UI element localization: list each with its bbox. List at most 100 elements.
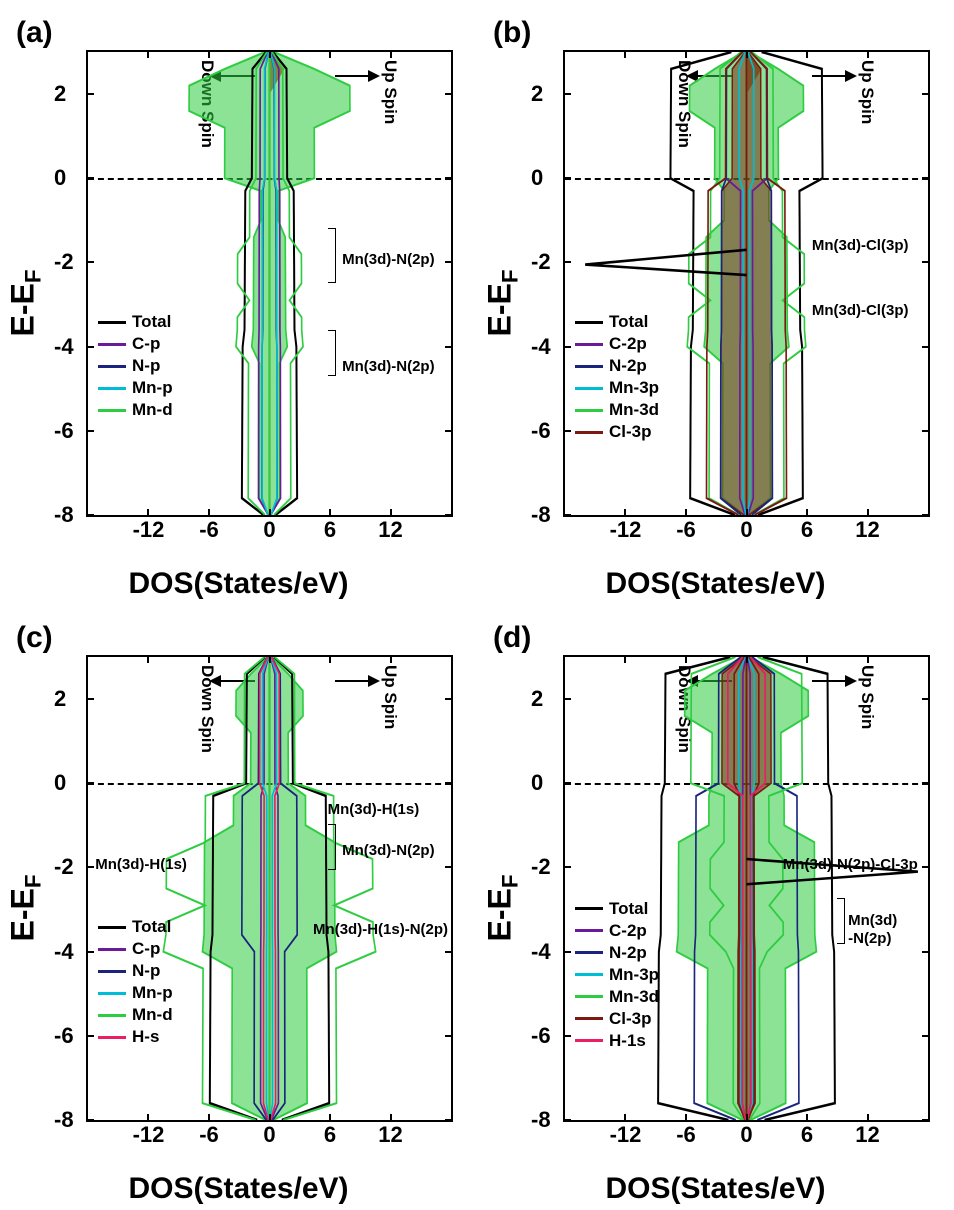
plot-area: Down SpinUp Spin-8-6-4-202-12-60612Total… (563, 50, 930, 517)
x-tick-label: 12 (855, 1122, 879, 1148)
legend-swatch (575, 321, 603, 324)
legend-label: Mn-d (132, 400, 173, 420)
y-axis-label: E-EF (481, 269, 523, 336)
legend-swatch (575, 431, 603, 434)
legend-swatch (98, 1036, 126, 1039)
panel-label: (c) (16, 621, 53, 655)
x-tick-label: 0 (740, 517, 752, 543)
annotation-label: Mn(3d)-N(2p) (342, 842, 434, 859)
y-tick-label: 0 (54, 165, 66, 191)
legend-item: Cl-3p (575, 421, 659, 443)
legend-swatch (98, 992, 126, 995)
annotation-label: Mn(3d) (848, 912, 897, 929)
legend-swatch (575, 343, 603, 346)
y-tick-label: -6 (531, 1023, 551, 1049)
x-tick-label: 0 (740, 1122, 752, 1148)
legend-swatch (98, 948, 126, 951)
y-tick-label: 0 (531, 165, 543, 191)
legend-swatch (575, 1017, 603, 1020)
y-axis-label: E-EF (4, 269, 46, 336)
annotation-label: -N(2p) (848, 930, 891, 947)
y-tick-label: -6 (531, 418, 551, 444)
legend-item: Total (98, 311, 173, 333)
annotation-label: Mn(3d)-N(2p)-Cl-3p (783, 856, 918, 873)
dos-traces (88, 657, 451, 1120)
legend-label: Mn-p (132, 983, 173, 1003)
legend-label: Cl-3p (609, 1009, 652, 1029)
y-tick-label: -6 (54, 1023, 74, 1049)
y-tick-label: -2 (531, 854, 551, 880)
x-tick-label: 6 (801, 1122, 813, 1148)
legend-item: C-2p (575, 333, 659, 355)
legend-swatch (575, 365, 603, 368)
legend-swatch (575, 387, 603, 390)
legend-label: Mn-d (132, 1005, 173, 1025)
annotation-label: Mn(3d)-N(2p) (342, 251, 434, 268)
legend-item: Total (98, 916, 173, 938)
legend-swatch (98, 409, 126, 412)
x-tick-label: 6 (324, 1122, 336, 1148)
legend-label: C-p (132, 939, 160, 959)
dos-traces (565, 52, 928, 515)
panel-label: (b) (493, 16, 531, 50)
x-tick-label: -12 (610, 1122, 642, 1148)
y-tick-label: -2 (54, 854, 74, 880)
y-axis-label: E-EF (4, 874, 46, 941)
legend-label: Cl-3p (609, 422, 652, 442)
legend-item: H-s (98, 1026, 173, 1048)
legend-item: H-1s (575, 1030, 659, 1052)
x-tick-label: -6 (676, 1122, 696, 1148)
annotation-label: Mn(3d)-Cl(3p) (812, 302, 909, 319)
legend-label: Mn-3p (609, 378, 659, 398)
annotation-label: Mn(3d)-Cl(3p) (812, 237, 909, 254)
legend-swatch (575, 929, 603, 932)
x-axis-label: DOS(States/eV) (128, 1172, 348, 1206)
legend-item: Mn-3p (575, 964, 659, 986)
legend: TotalC-pN-pMn-pMn-d (98, 311, 173, 421)
figure-grid: (a) E-EF DOS(States/eV) Down SpinUp Spin-8-… (0, 0, 954, 1210)
legend-item: N-2p (575, 355, 659, 377)
legend-swatch (98, 343, 126, 346)
legend-label: Mn-p (132, 378, 173, 398)
y-tick-label: -2 (54, 249, 74, 275)
x-tick-label: -6 (199, 517, 219, 543)
y-tick-label: -4 (531, 939, 551, 965)
y-tick-label: -2 (531, 249, 551, 275)
legend-swatch (575, 1039, 603, 1042)
x-tick-label: -6 (676, 517, 696, 543)
legend-swatch (98, 926, 126, 929)
bracket-icon (328, 824, 336, 870)
legend-item: Mn-3p (575, 377, 659, 399)
panel-c: (c)E-EFDOS(States/eV)Down SpinUp Spin-8-… (10, 615, 467, 1200)
panel-label: (a) (16, 16, 53, 50)
legend-label: N-p (132, 961, 160, 981)
legend-item: Cl-3p (575, 1008, 659, 1030)
legend-swatch (98, 970, 126, 973)
legend-label: Total (132, 917, 171, 937)
bracket-icon (328, 228, 336, 284)
legend-item: Total (575, 898, 659, 920)
legend-item: Mn-p (98, 982, 173, 1004)
panel-label: (d) (493, 621, 531, 655)
legend-swatch (98, 365, 126, 368)
x-tick-label: -12 (610, 517, 642, 543)
legend-item: N-p (98, 355, 173, 377)
annotation-label: Mn(3d)-H(1s) (328, 801, 420, 818)
legend-swatch (575, 409, 603, 412)
legend-label: Mn-3p (609, 965, 659, 985)
y-tick-label: 2 (531, 81, 543, 107)
legend: TotalC-2pN-2pMn-3pMn-3dCl-3p (575, 311, 659, 443)
legend-label: Mn-3d (609, 987, 659, 1007)
x-axis-label: DOS(States/eV) (605, 1172, 825, 1206)
legend-item: Total (575, 311, 659, 333)
x-tick-label: -12 (133, 517, 165, 543)
legend-label: C-2p (609, 334, 647, 354)
legend-swatch (575, 995, 603, 998)
legend: TotalC-2pN-2pMn-3pMn-3dCl-3pH-1s (575, 898, 659, 1052)
legend-label: C-2p (609, 921, 647, 941)
legend-item: Mn-p (98, 377, 173, 399)
legend-item: Mn-d (98, 399, 173, 421)
bracket-icon (328, 330, 336, 376)
x-tick-label: 6 (801, 517, 813, 543)
panel-a: (a)E-EFDOS(States/eV)Down SpinUp Spin-8-… (10, 10, 467, 595)
